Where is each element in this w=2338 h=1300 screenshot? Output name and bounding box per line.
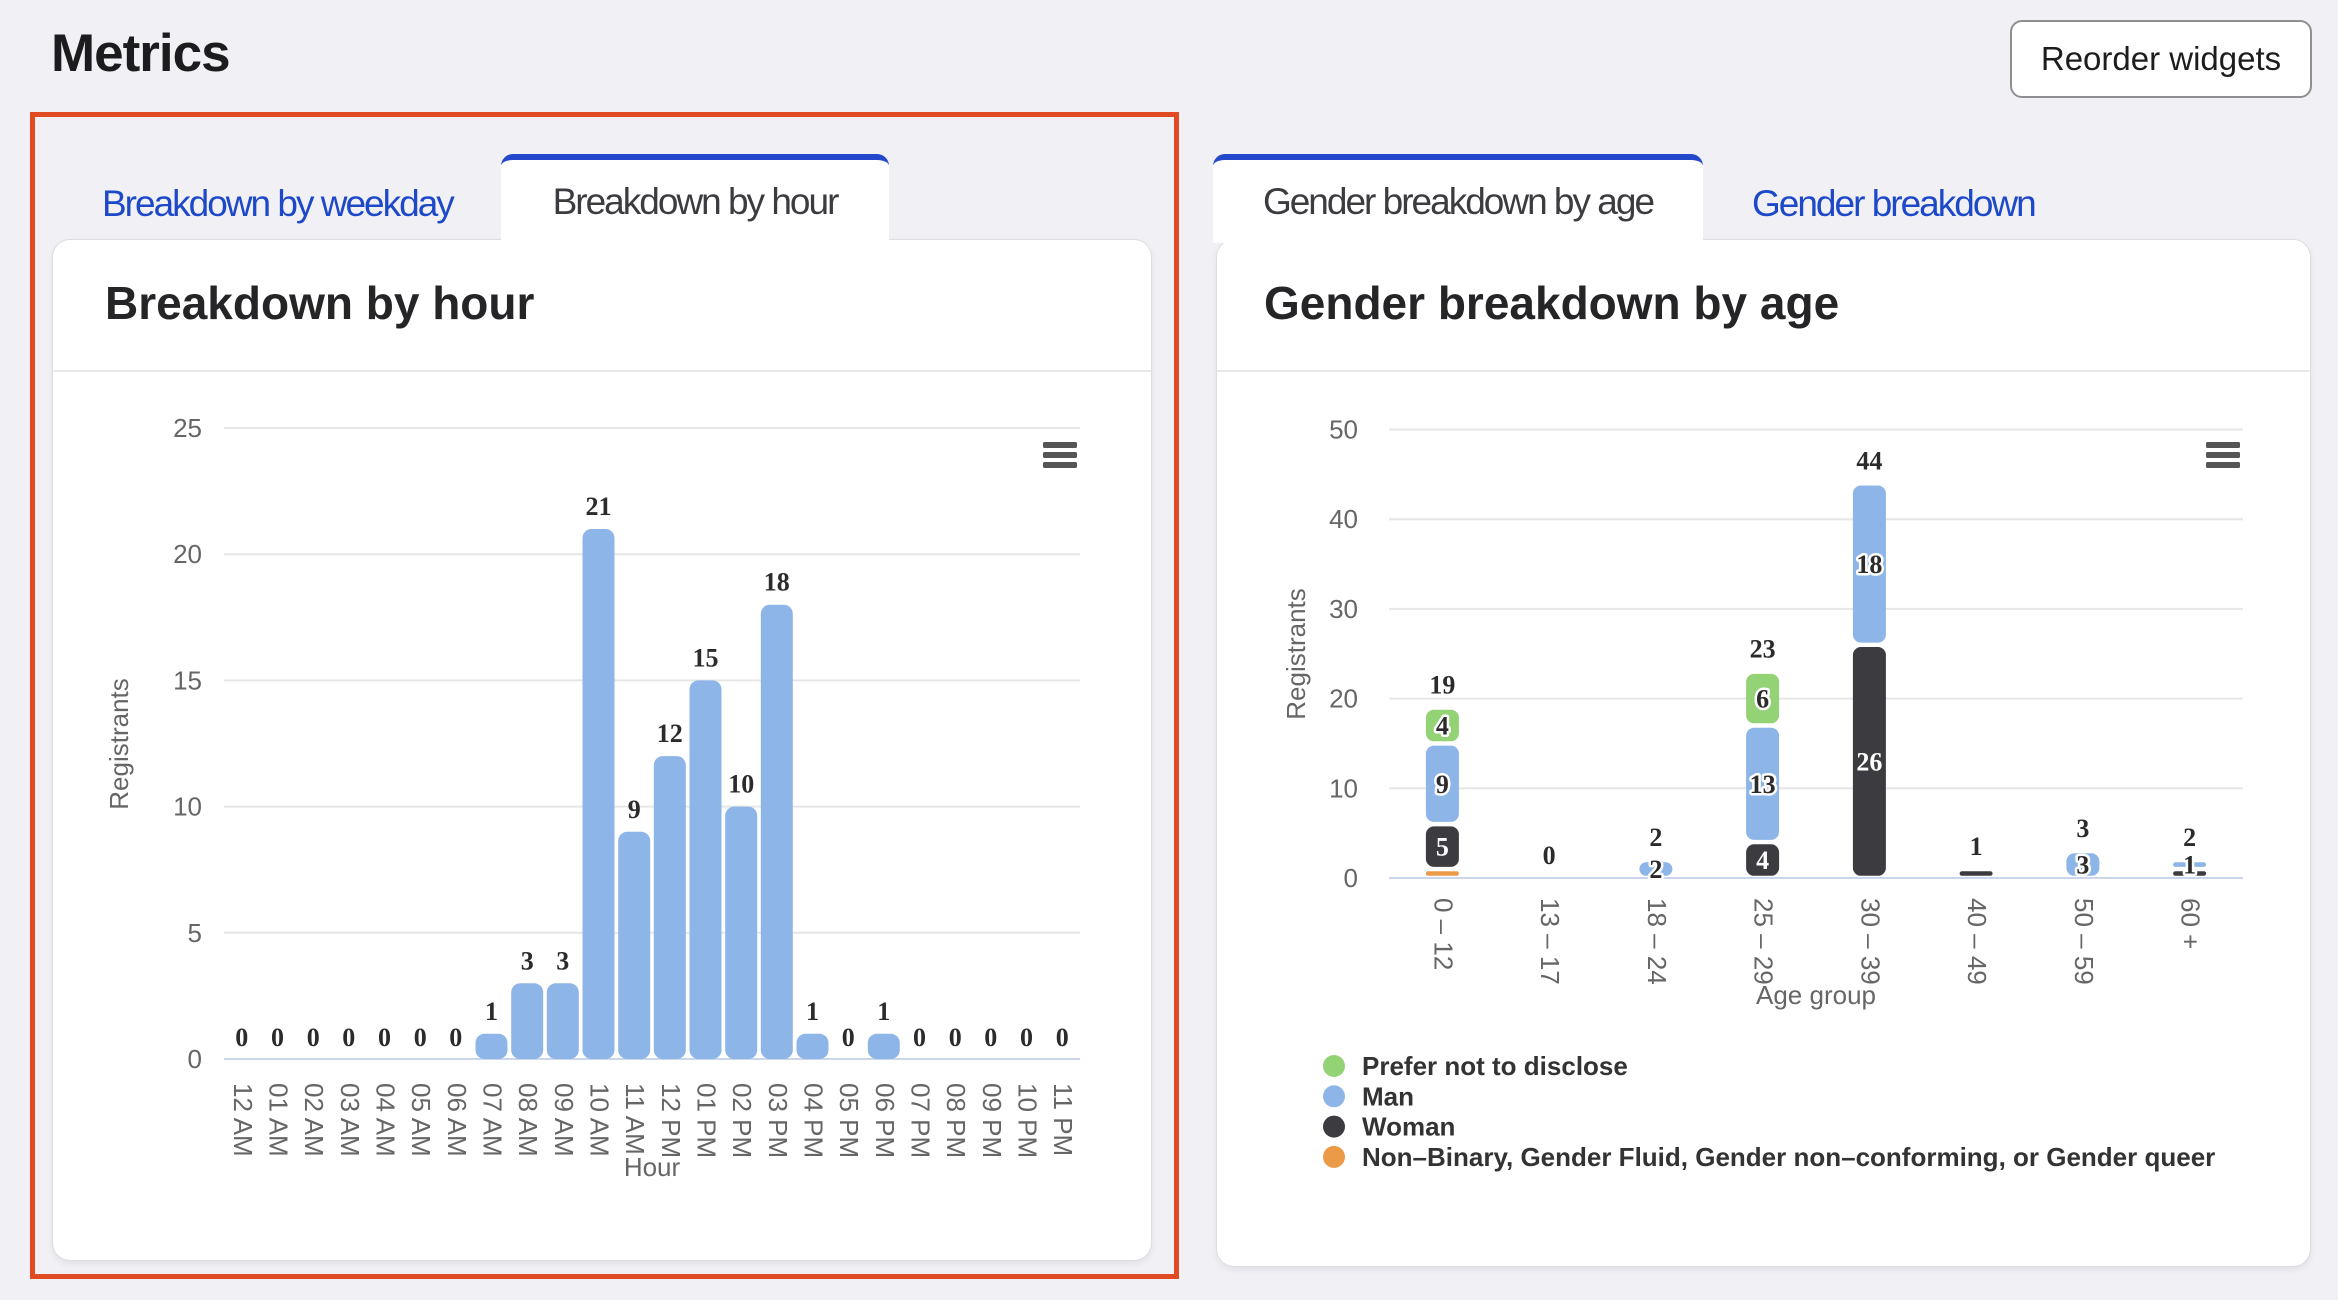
svg-text:0: 0 — [342, 1023, 355, 1052]
svg-text:9: 9 — [1436, 770, 1449, 799]
svg-text:1: 1 — [1970, 832, 1983, 861]
svg-text:09 AM: 09 AM — [549, 1083, 579, 1157]
svg-text:12: 12 — [657, 719, 683, 748]
svg-text:03 AM: 03 AM — [335, 1083, 365, 1157]
svg-text:10: 10 — [728, 770, 754, 799]
svg-text:04 PM: 04 PM — [799, 1083, 829, 1158]
svg-text:2: 2 — [1649, 823, 1662, 852]
svg-text:30: 30 — [1329, 594, 1358, 624]
svg-text:15: 15 — [173, 665, 202, 695]
svg-text:0: 0 — [949, 1023, 962, 1052]
svg-text:12 AM: 12 AM — [228, 1083, 258, 1157]
svg-text:08 AM: 08 AM — [513, 1083, 543, 1157]
svg-text:13: 13 — [1750, 770, 1776, 799]
svg-text:23: 23 — [1750, 635, 1776, 664]
svg-text:40: 40 — [1329, 504, 1358, 534]
svg-text:06 AM: 06 AM — [442, 1083, 472, 1157]
svg-text:15: 15 — [693, 643, 719, 672]
svg-text:5: 5 — [1436, 833, 1449, 862]
svg-text:0: 0 — [378, 1023, 391, 1052]
svg-text:05 PM: 05 PM — [834, 1083, 864, 1158]
svg-text:Non–Binary, Gender Fluid, Gend: Non–Binary, Gender Fluid, Gender non–con… — [1362, 1142, 2215, 1172]
svg-text:10 AM: 10 AM — [585, 1083, 615, 1157]
svg-text:0: 0 — [235, 1023, 248, 1052]
svg-text:18 – 24: 18 – 24 — [1642, 898, 1672, 985]
svg-text:2: 2 — [2183, 823, 2196, 852]
svg-text:0 – 12: 0 – 12 — [1428, 898, 1458, 970]
svg-text:0: 0 — [1344, 863, 1358, 893]
svg-text:0: 0 — [307, 1023, 320, 1052]
svg-text:07 PM: 07 PM — [906, 1083, 936, 1158]
svg-text:21: 21 — [586, 492, 612, 521]
svg-text:10: 10 — [1329, 773, 1358, 803]
svg-text:03 PM: 03 PM — [763, 1083, 793, 1158]
svg-text:0: 0 — [188, 1044, 202, 1074]
svg-text:Registrants: Registrants — [1281, 588, 1311, 720]
svg-text:6: 6 — [1756, 685, 1769, 714]
svg-text:4: 4 — [1756, 846, 1769, 875]
svg-text:1: 1 — [485, 997, 498, 1026]
svg-text:3: 3 — [2076, 851, 2089, 880]
svg-text:0: 0 — [842, 1023, 855, 1052]
svg-text:20: 20 — [1329, 684, 1358, 714]
svg-text:02 PM: 02 PM — [727, 1083, 757, 1158]
svg-text:Man: Man — [1362, 1081, 1414, 1111]
svg-text:25: 25 — [173, 413, 202, 443]
svg-text:Registrants: Registrants — [104, 678, 134, 810]
svg-text:60 +: 60 + — [2176, 898, 2206, 949]
svg-text:25 – 29: 25 – 29 — [1749, 898, 1779, 985]
svg-text:09 PM: 09 PM — [977, 1083, 1007, 1158]
svg-text:9: 9 — [628, 795, 641, 824]
svg-text:0: 0 — [449, 1023, 462, 1052]
svg-text:07 AM: 07 AM — [478, 1083, 508, 1157]
svg-text:0: 0 — [1543, 841, 1556, 870]
svg-text:01 AM: 01 AM — [264, 1083, 294, 1157]
svg-text:3: 3 — [556, 946, 569, 975]
svg-text:50: 50 — [1329, 415, 1358, 445]
svg-text:05 AM: 05 AM — [406, 1083, 436, 1157]
svg-text:02 AM: 02 AM — [299, 1083, 329, 1157]
svg-text:Prefer not to disclose: Prefer not to disclose — [1362, 1051, 1628, 1081]
svg-text:3: 3 — [521, 946, 534, 975]
svg-text:Hour: Hour — [624, 1152, 681, 1182]
svg-text:30 – 39: 30 – 39 — [1855, 898, 1885, 985]
svg-text:0: 0 — [271, 1023, 284, 1052]
svg-text:Age group: Age group — [1756, 980, 1876, 1010]
svg-text:3: 3 — [2076, 814, 2089, 843]
svg-text:1: 1 — [877, 997, 890, 1026]
svg-text:1: 1 — [2183, 851, 2196, 880]
svg-text:0: 0 — [1056, 1023, 1069, 1052]
svg-text:40 – 49: 40 – 49 — [1962, 898, 1992, 985]
svg-text:Woman: Woman — [1362, 1112, 1455, 1142]
svg-text:13 – 17: 13 – 17 — [1535, 898, 1565, 985]
svg-text:4: 4 — [1436, 712, 1449, 741]
svg-text:0: 0 — [1020, 1023, 1033, 1052]
svg-text:0: 0 — [913, 1023, 926, 1052]
svg-text:18: 18 — [764, 568, 790, 597]
svg-text:10: 10 — [173, 792, 202, 822]
svg-text:1: 1 — [806, 997, 819, 1026]
svg-text:11 PM: 11 PM — [1048, 1083, 1078, 1156]
svg-text:44: 44 — [1856, 446, 1882, 475]
svg-text:5: 5 — [188, 918, 202, 948]
svg-text:12 PM: 12 PM — [656, 1083, 686, 1158]
svg-text:50 – 59: 50 – 59 — [2069, 898, 2099, 985]
svg-text:08 PM: 08 PM — [941, 1083, 971, 1158]
svg-text:0: 0 — [984, 1023, 997, 1052]
svg-text:0: 0 — [414, 1023, 427, 1052]
svg-text:01 PM: 01 PM — [692, 1083, 722, 1158]
svg-text:11 AM: 11 AM — [620, 1083, 650, 1155]
svg-text:20: 20 — [173, 539, 202, 569]
svg-text:2: 2 — [1649, 855, 1662, 884]
svg-text:10 PM: 10 PM — [1013, 1083, 1043, 1158]
svg-text:18: 18 — [1856, 550, 1882, 579]
svg-text:26: 26 — [1856, 747, 1882, 776]
svg-text:04 AM: 04 AM — [371, 1083, 401, 1157]
svg-text:06 PM: 06 PM — [870, 1083, 900, 1158]
svg-text:19: 19 — [1429, 671, 1455, 700]
